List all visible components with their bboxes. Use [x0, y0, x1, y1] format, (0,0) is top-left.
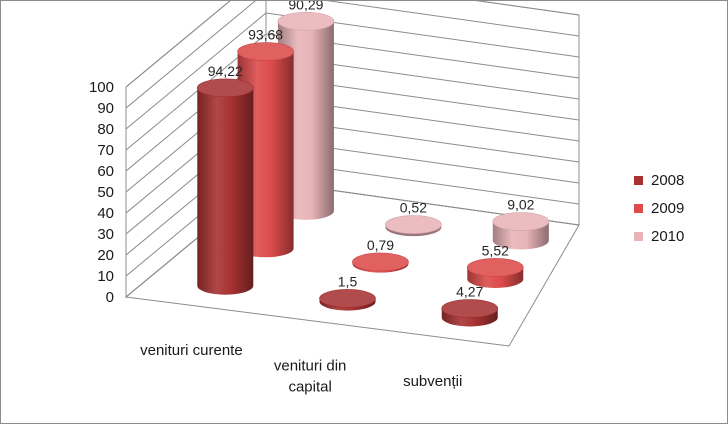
bar-2008-0-body: [197, 87, 254, 295]
gridline: [125, 0, 580, 88]
data-label: 94,22: [208, 63, 243, 79]
chart-back-wall: [125, 0, 580, 299]
bar-2010-2-top: [492, 212, 550, 231]
bar-2008-0-top: [196, 78, 254, 98]
bar-2008-1-top: [319, 289, 376, 308]
bar-group: [196, 11, 550, 327]
bar-2009-0-top: [237, 42, 294, 61]
gridline: [125, 33, 580, 151]
legend: 2008 2009 2010: [634, 172, 684, 245]
data-label-group: 90,29 0,52 9,02 93,68 0,79 5,52 94,22 1,5 4,27: [208, 0, 535, 300]
legend-entry-2008: 2008: [651, 172, 684, 189]
legend-entry-2009: 2009: [651, 200, 684, 217]
y-tick-label: 70: [97, 142, 114, 159]
bar-2010-0-top: [277, 11, 335, 31]
data-label: 9,02: [507, 197, 534, 213]
y-axis: 0 10 20 30 40 50 60 70 80 90 100: [89, 79, 114, 306]
category-label: subvenții: [403, 373, 462, 390]
x-axis: venituri curente venituri din capital subve…: [140, 342, 462, 395]
data-label: 5,52: [482, 242, 509, 258]
category-label: venituri din capital: [274, 357, 347, 395]
data-label: 4,27: [456, 284, 483, 300]
bar-2010-1-top: [385, 215, 442, 234]
data-label: 0,52: [400, 200, 427, 216]
data-label: 90,29: [288, 1, 323, 12]
gridline: [125, 12, 580, 130]
data-label: 93,68: [248, 27, 283, 43]
bar-2009-2-top: [466, 258, 524, 277]
y-tick-label: 0: [106, 289, 114, 306]
data-label: 0,79: [367, 237, 394, 253]
bar-2009-1-top: [352, 252, 409, 272]
y-tick-label: 10: [97, 268, 114, 285]
bar-2008-2-top: [441, 299, 499, 318]
legend-swatch-2009: [634, 204, 643, 213]
y-tick-label: 80: [97, 121, 114, 138]
y-tick-label: 100: [89, 79, 114, 96]
y-tick-label: 60: [97, 163, 114, 180]
category-label: venituri curente: [140, 342, 243, 359]
gridline: [125, 0, 580, 109]
legend-swatch-2010: [634, 232, 643, 241]
y-tick-label: 30: [97, 226, 114, 243]
y-tick-label: 50: [97, 184, 114, 201]
legend-swatch-2008: [634, 176, 643, 185]
y-tick-label: 90: [97, 100, 114, 117]
data-label: 1,5: [338, 273, 358, 289]
y-tick-label: 20: [97, 247, 114, 264]
legend-entry-2010: 2010: [651, 228, 684, 245]
y-tick-label: 40: [97, 205, 114, 222]
